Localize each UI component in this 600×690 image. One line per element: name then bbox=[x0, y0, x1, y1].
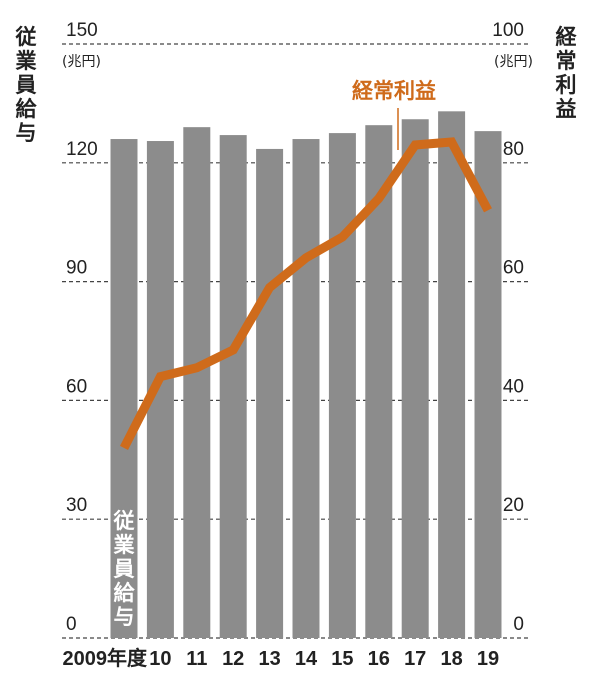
left-vlabel-char-0: 従 bbox=[15, 25, 37, 49]
left-tick-5: 150 bbox=[66, 20, 98, 41]
x-tick-4: 13 bbox=[258, 648, 280, 670]
inbar-label-char-4: 与 bbox=[114, 605, 135, 629]
x-tick-3: 12 bbox=[222, 648, 244, 670]
x-tick-10: 19 bbox=[477, 648, 499, 670]
salary-bar-0 bbox=[110, 139, 138, 639]
left-vlabel-char-2: 員 bbox=[15, 73, 37, 97]
left-tick-4: 120 bbox=[66, 139, 98, 160]
salary-bar-3 bbox=[219, 135, 247, 638]
inbar-label-char-2: 員 bbox=[113, 557, 135, 581]
right-axis-unit: (兆円) bbox=[494, 54, 533, 70]
right-tick-5: 100 bbox=[492, 20, 524, 41]
x-tick-2: 11 bbox=[186, 648, 207, 670]
salary-bars bbox=[110, 111, 502, 639]
salary-bar-5 bbox=[292, 139, 320, 639]
profit-line bbox=[119, 137, 492, 450]
left-tick-0: 0 bbox=[66, 614, 77, 635]
x-tick-5: 14 bbox=[295, 648, 318, 670]
left-tick-2: 60 bbox=[66, 376, 87, 397]
left-axis-ticks: 0 30 60 90 120 150 bbox=[66, 20, 98, 635]
right-tick-3: 60 bbox=[503, 258, 524, 279]
left-tick-1: 30 bbox=[66, 495, 87, 516]
x-tick-9: 18 bbox=[440, 648, 462, 670]
salary-bar-6 bbox=[328, 133, 356, 638]
left-vlabel-char-3: 給 bbox=[16, 97, 38, 121]
right-tick-4: 80 bbox=[503, 139, 524, 160]
salary-bar-4 bbox=[256, 148, 284, 638]
right-vlabel-char-3: 益 bbox=[556, 97, 577, 121]
right-vlabel-char-2: 利 bbox=[556, 73, 577, 97]
salary-bar-2 bbox=[183, 127, 211, 638]
right-tick-2: 40 bbox=[503, 376, 524, 397]
profit-line-layer bbox=[119, 137, 492, 450]
x-axis-ticks: 2009年度 10 11 12 13 14 15 16 17 18 19 bbox=[63, 646, 500, 670]
salary-bar-8 bbox=[401, 119, 429, 639]
x-tick-0: 2009年度 bbox=[63, 646, 148, 670]
right-tick-0: 0 bbox=[513, 614, 524, 635]
right-tick-1: 20 bbox=[503, 495, 524, 516]
inbar-label-char-3: 給 bbox=[114, 581, 136, 605]
x-tick-7: 16 bbox=[368, 648, 390, 670]
right-vlabel-char-0: 経 bbox=[556, 25, 578, 49]
left-vlabel-char-4: 与 bbox=[16, 121, 37, 145]
x-tick-6: 15 bbox=[331, 648, 353, 670]
x-tick-1: 10 bbox=[149, 648, 171, 670]
left-tick-3: 90 bbox=[66, 258, 87, 279]
salary-bar-9 bbox=[438, 111, 466, 638]
inbar-label-char-1: 業 bbox=[114, 533, 136, 557]
x-tick-8: 17 bbox=[404, 648, 426, 670]
right-axis-label: 経常利益 bbox=[556, 25, 578, 121]
profit-series-label: 経常利益 bbox=[352, 79, 436, 103]
left-axis-unit: (兆円) bbox=[62, 54, 101, 70]
right-vlabel-char-1: 常 bbox=[556, 49, 577, 73]
right-axis-ticks: 0 20 40 60 80 100 bbox=[492, 20, 524, 635]
inbar-label-char-0: 従 bbox=[113, 509, 135, 533]
salary-bar-10 bbox=[474, 131, 502, 638]
left-vlabel-char-1: 業 bbox=[16, 49, 38, 73]
